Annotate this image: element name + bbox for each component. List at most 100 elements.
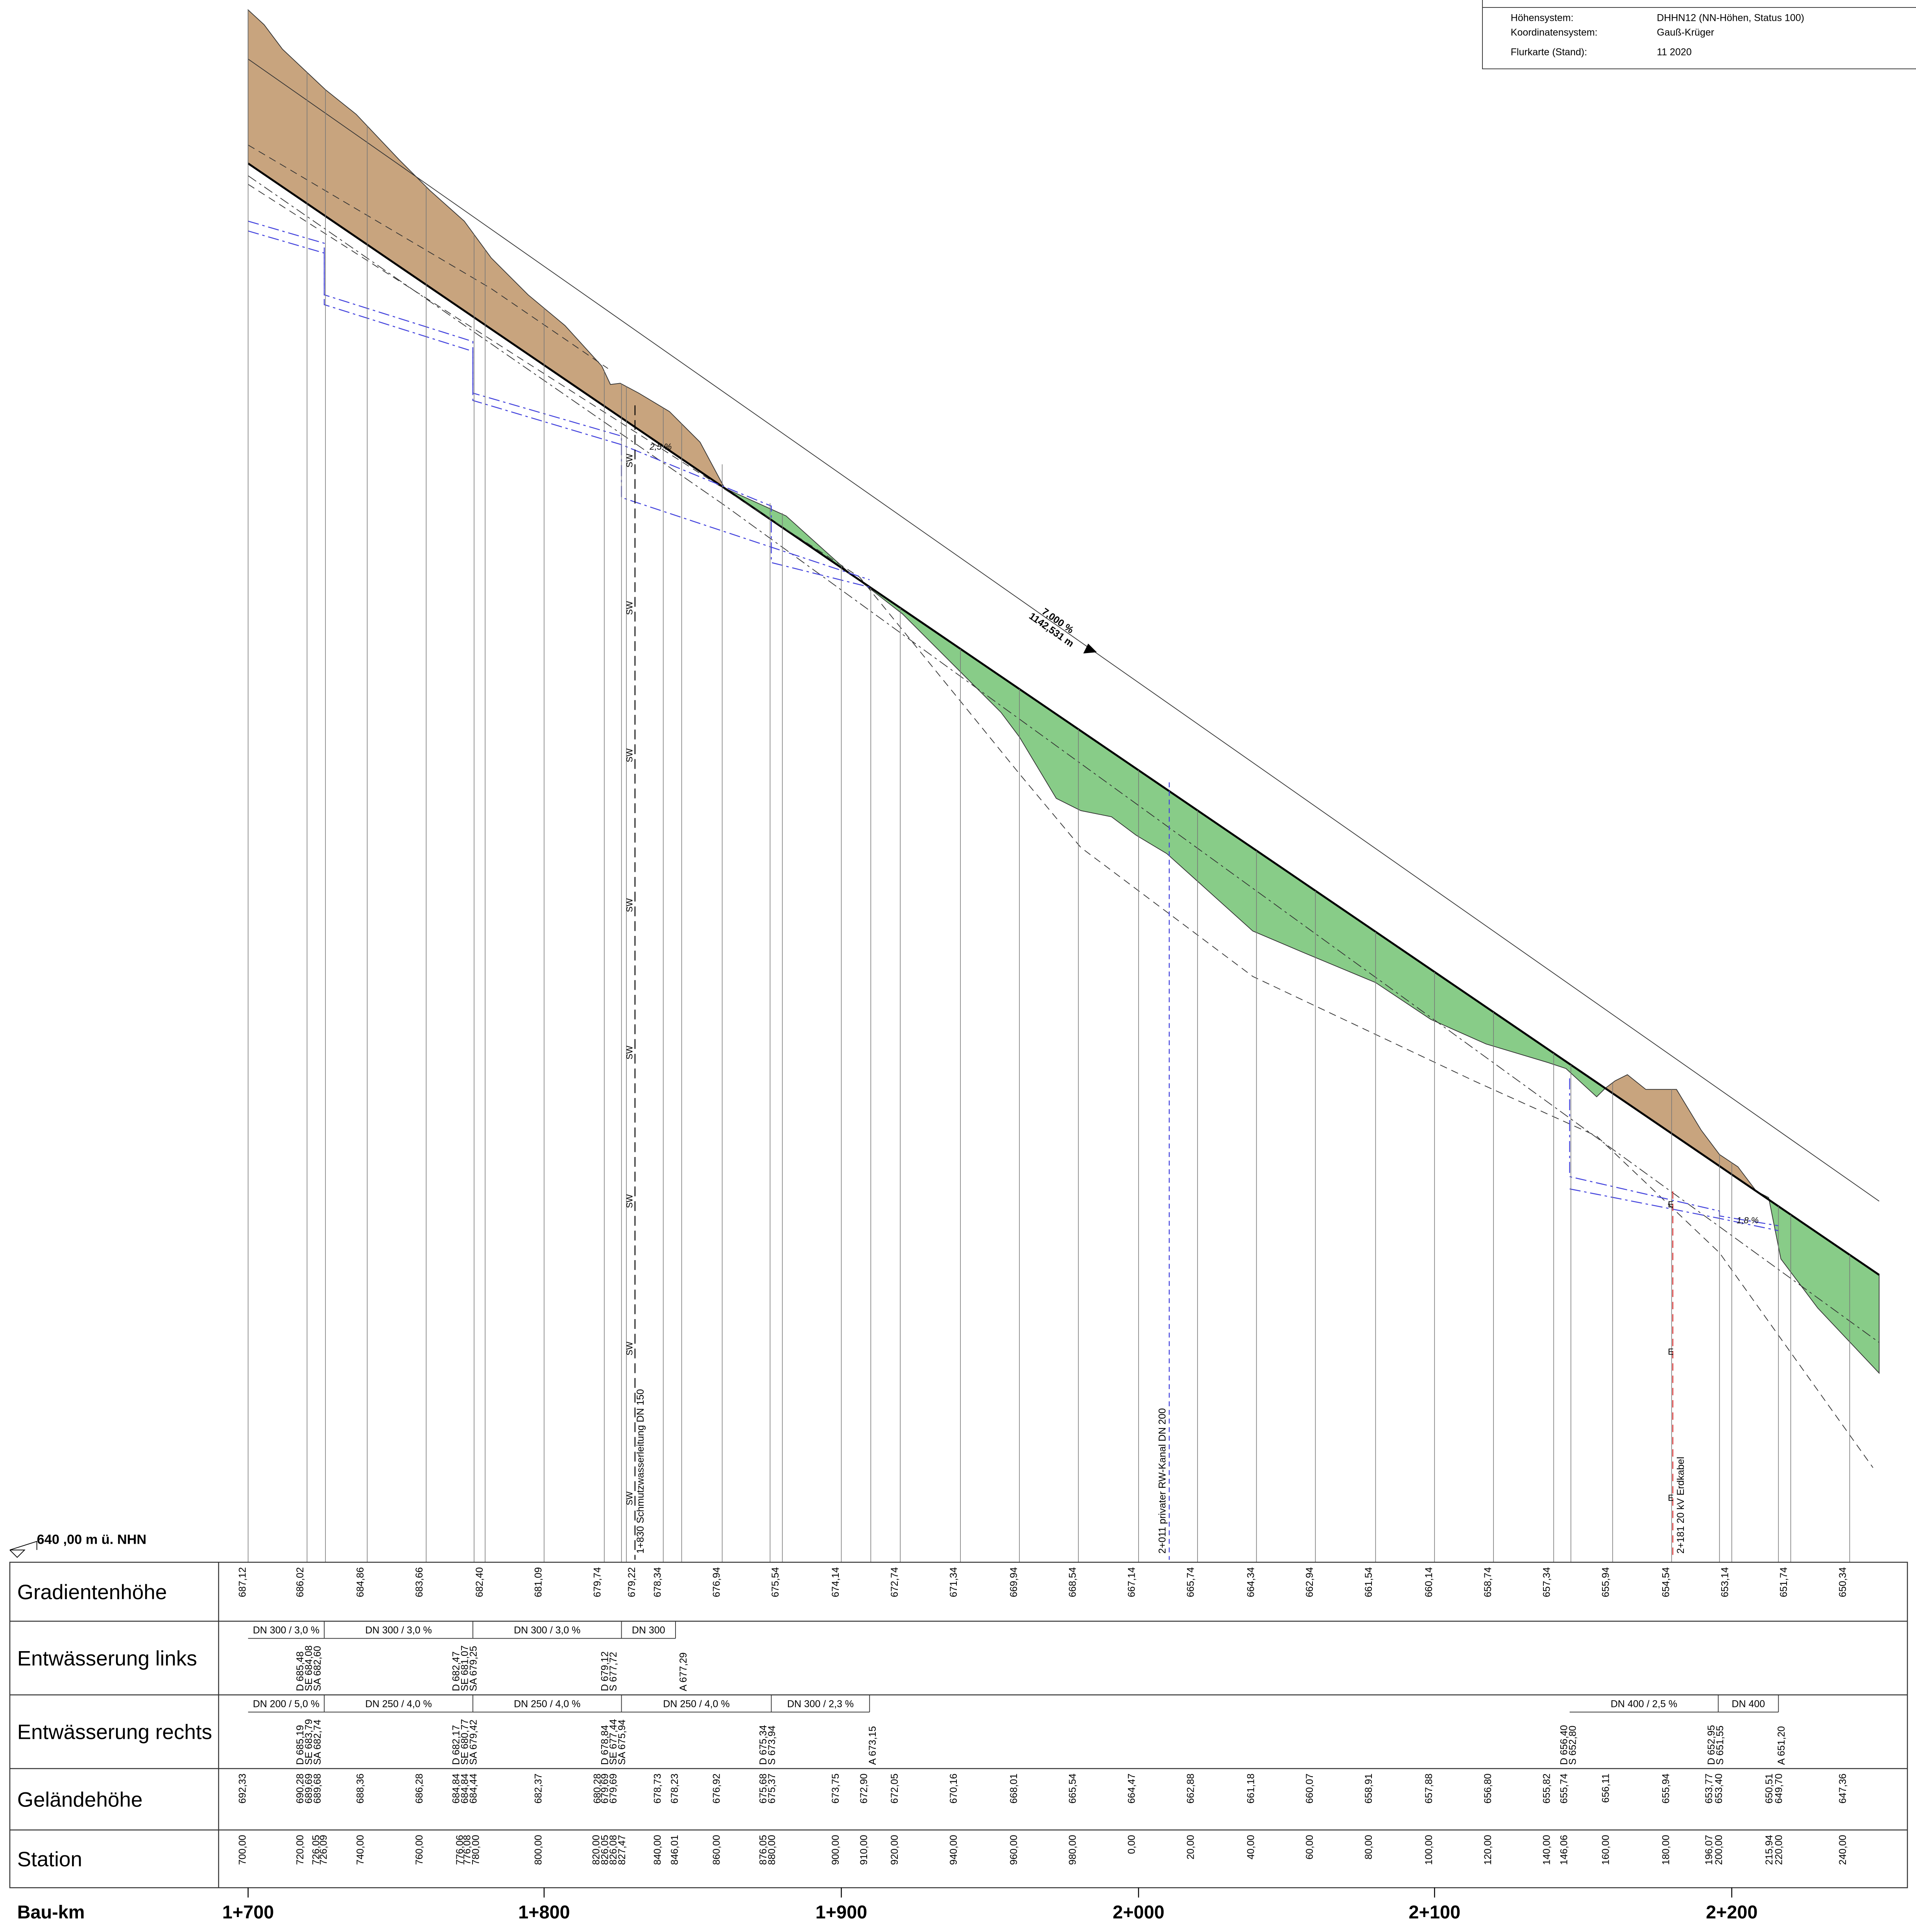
cell-value: 678,34 (652, 1567, 663, 1597)
cell-value: 160,00 (1600, 1835, 1611, 1865)
span-label: DN 300 / 3,0 % (514, 1625, 580, 1636)
cell-value: 655,82 (1541, 1773, 1552, 1803)
cell-value: SE 677,44 (608, 1719, 619, 1765)
cell-value: 655,74 (1558, 1773, 1569, 1803)
cell-value: 900,00 (830, 1835, 841, 1865)
span-label: DN 250 / 4,0 % (663, 1699, 729, 1710)
crossing-label: 1+830 Schmutzwasserleitung DN 150 (635, 1389, 646, 1554)
cell-value: 240,00 (1837, 1835, 1848, 1865)
cell-value: 686,02 (295, 1567, 306, 1597)
fill-area (1756, 1191, 1880, 1374)
cell-value: 655,94 (1661, 1773, 1672, 1803)
cell-value: 665,54 (1067, 1773, 1078, 1803)
cell-value: 20,00 (1185, 1835, 1196, 1859)
cell-value: 60,00 (1304, 1835, 1315, 1859)
span-label: DN 400 / 2,5 % (1611, 1699, 1677, 1710)
cell-value: 675,54 (770, 1567, 781, 1597)
planum-line (248, 184, 1874, 1468)
info-key: Höhensystem: (1511, 12, 1574, 23)
cell-value: 146,06 (1558, 1835, 1569, 1865)
cell-value: 689,69 (303, 1773, 314, 1803)
cell-value: 668,01 (1008, 1773, 1019, 1803)
cell-value: D 682,47 (451, 1652, 462, 1691)
cell-value: 675,68 (758, 1773, 769, 1803)
crossing-label: 2+181 20 kV Erdkabel (1675, 1457, 1686, 1554)
cell-value: 676,92 (711, 1773, 722, 1803)
cell-value: 180,00 (1661, 1835, 1672, 1865)
info-key: Koordinatensystem: (1511, 27, 1598, 38)
cell-value: A 673,15 (867, 1726, 878, 1765)
cell-value: 653,40 (1713, 1773, 1724, 1803)
cell-value: 676,94 (711, 1567, 722, 1597)
cell-value: 656,80 (1482, 1773, 1493, 1803)
cell-value: 650,34 (1837, 1567, 1848, 1597)
cell-value: 679,22 (626, 1567, 637, 1597)
cell-value: 682,40 (474, 1567, 485, 1597)
cell-value: 658,91 (1363, 1773, 1374, 1803)
info-key: Flurkarte (Stand): (1511, 47, 1587, 58)
cell-value: 980,00 (1067, 1835, 1078, 1865)
cell-value: 726,05 (311, 1835, 322, 1865)
info-value: DHHN12 (NN-Höhen, Status 100) (1657, 12, 1804, 23)
sw-label: SW (625, 601, 635, 615)
span-label: DN 300 / 2,3 % (787, 1699, 854, 1710)
cell-value: 661,54 (1363, 1567, 1374, 1597)
cell-value: 688,36 (355, 1773, 366, 1803)
span-label: DN 300 / 3,0 % (253, 1625, 319, 1636)
info-value: 11 2020 (1657, 47, 1691, 58)
cell-value: 662,88 (1185, 1773, 1196, 1803)
crossing-label: 2+011 privater RW-Kanal DN 200 (1157, 1408, 1168, 1554)
span-label: DN 400 (1732, 1699, 1765, 1710)
gradient-annotation: 7,000 %1142,531 m (1027, 606, 1076, 649)
cell-value: 200,00 (1713, 1835, 1724, 1865)
row-label: Gradientenhöhe (17, 1581, 167, 1604)
cell-value: 672,90 (858, 1773, 869, 1803)
cell-value: 684,84 (451, 1773, 462, 1803)
sw-label: SW (625, 898, 635, 912)
drain-left (248, 220, 870, 580)
cell-value: SE 681,07 (459, 1645, 470, 1691)
cell-value: 679,69 (599, 1773, 610, 1803)
cell-value: SE 680,77 (459, 1719, 470, 1765)
info-box (1482, 0, 1916, 69)
cell-value: 653,77 (1704, 1773, 1715, 1803)
cell-value: 120,00 (1482, 1835, 1493, 1865)
row-label: Station (17, 1848, 82, 1871)
cell-value: 684,84 (459, 1773, 470, 1803)
cell-value: 776,06 (454, 1835, 465, 1865)
cell-value: 660,14 (1423, 1567, 1434, 1597)
cell-value: 700,00 (237, 1835, 248, 1865)
cell-value: D 679,12 (599, 1652, 610, 1691)
cell-value: D 685,48 (295, 1652, 306, 1691)
cell-value: 680,28 (592, 1773, 603, 1803)
cell-value: 920,00 (889, 1835, 900, 1865)
bau-km-value: 2+200 (1706, 1902, 1757, 1922)
cell-value: 684,86 (355, 1567, 366, 1597)
cell-value: 670,16 (948, 1773, 959, 1803)
cell-value: 653,14 (1719, 1567, 1730, 1597)
bau-km-value: 2+000 (1113, 1902, 1164, 1922)
cell-value: 740,00 (355, 1835, 366, 1865)
cell-value: 720,00 (295, 1835, 306, 1865)
cell-value: D 656,40 (1558, 1725, 1569, 1765)
cell-value: SE 684,08 (303, 1645, 314, 1691)
cable-label: E (1668, 1347, 1674, 1357)
cell-value: 665,74 (1185, 1567, 1196, 1597)
cell-value: 684,44 (468, 1773, 479, 1803)
bau-km-value: 1+700 (222, 1902, 274, 1922)
drain-right (248, 230, 870, 588)
row-label: Geländehöhe (17, 1788, 143, 1811)
cell-value: SA 675,94 (617, 1720, 628, 1765)
cell-value: 660,07 (1304, 1773, 1315, 1803)
cell-value: SA 679,25 (468, 1646, 479, 1691)
cell-value: SA 682,60 (312, 1646, 323, 1691)
cell-value: 657,88 (1423, 1773, 1434, 1803)
cell-value: 215,94 (1764, 1835, 1775, 1865)
cell-value: 679,74 (592, 1567, 603, 1597)
cell-value: D 675,34 (758, 1725, 769, 1765)
cell-value: 658,74 (1482, 1567, 1493, 1597)
sw-label: SW (625, 1342, 635, 1356)
cell-value: 686,28 (414, 1773, 425, 1803)
cell-value: D 685,19 (295, 1725, 306, 1765)
